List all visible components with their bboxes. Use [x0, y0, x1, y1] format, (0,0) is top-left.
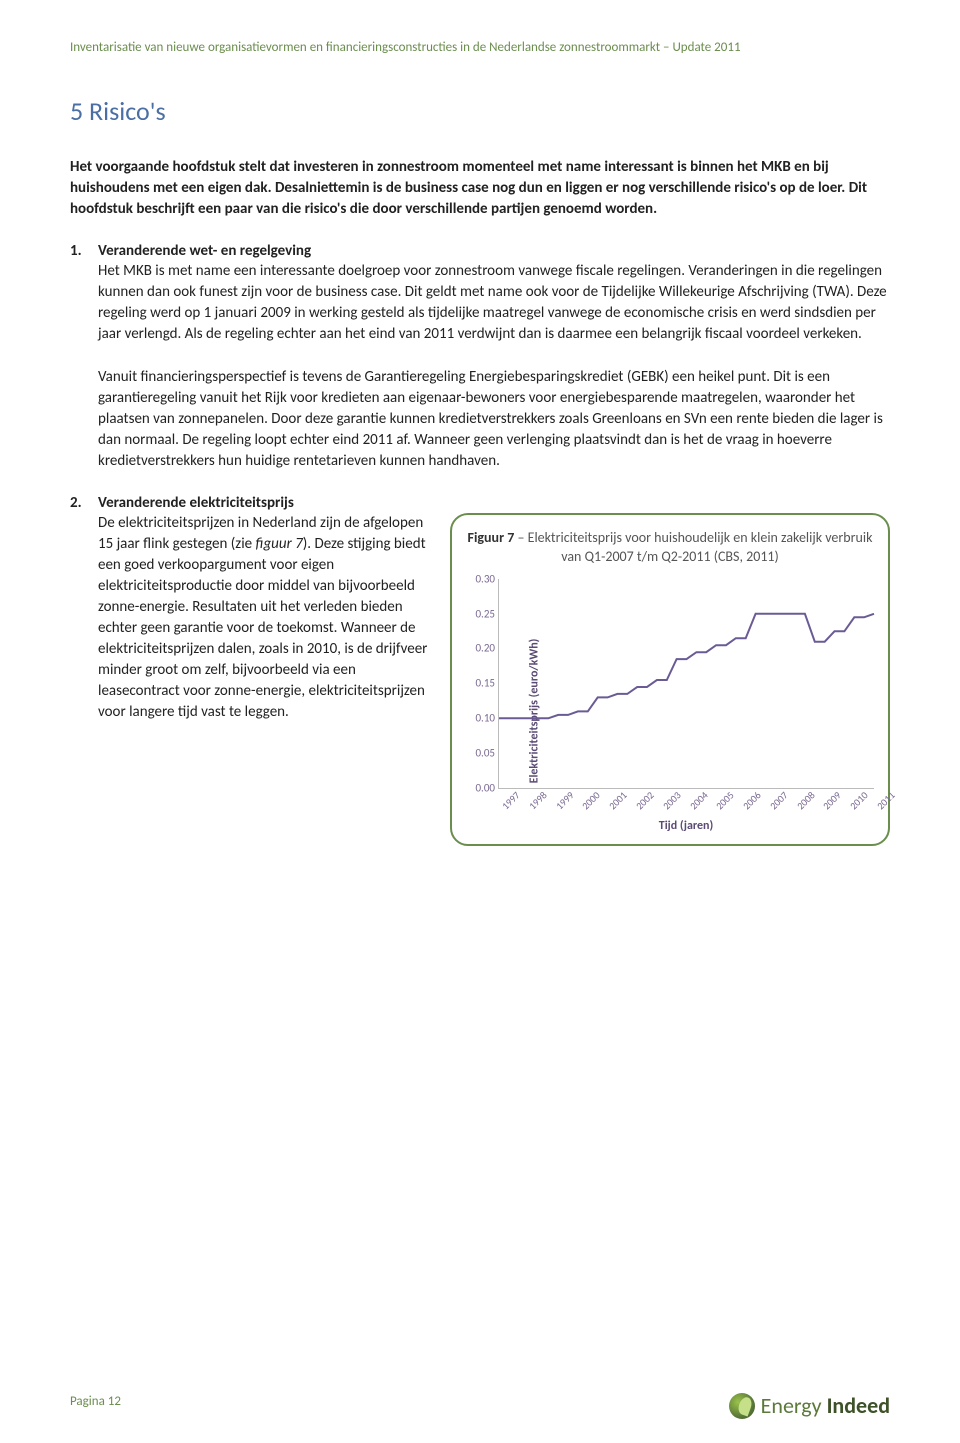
- running-header: Inventarisatie van nieuwe organisatievor…: [70, 40, 890, 55]
- xtick-label: 1999: [553, 788, 577, 812]
- xtick-label: 2005: [713, 788, 737, 812]
- figure-7-caption: Figuur 7 – Elektriciteitsprijs voor huis…: [466, 529, 874, 567]
- ytick-label: 0.15: [465, 677, 495, 690]
- item-1-para-1: Het MKB is met name een interessante doe…: [98, 261, 890, 345]
- page-number: Pagina 12: [70, 1394, 121, 1409]
- xtick-label: 2001: [606, 788, 630, 812]
- ytick-label: 0.05: [465, 746, 495, 759]
- item-1-number: 1.: [70, 242, 98, 345]
- xtick-label: 2007: [767, 788, 791, 812]
- item-1-para-2: Vanuit financieringsperspectief is teven…: [98, 367, 890, 472]
- item-2-para-1: De elektriciteitsprijzen in Nederland zi…: [98, 513, 430, 723]
- leaf-ball-icon: [729, 1393, 755, 1419]
- ytick-label: 0.10: [465, 712, 495, 725]
- figure-7-box: Figuur 7 – Elektriciteitsprijs voor huis…: [450, 513, 890, 846]
- section-title: 5 Risico's: [70, 95, 890, 127]
- xtick-label: 2000: [579, 788, 603, 812]
- item-1-heading: Veranderende wet- en regelgeving: [98, 242, 890, 260]
- ytick-label: 0.20: [465, 642, 495, 655]
- xtick-label: 2004: [687, 788, 711, 812]
- ytick-label: 0.30: [465, 572, 495, 585]
- numbered-item-2: 2. Veranderende elektriciteitsprijs De e…: [70, 494, 890, 846]
- xtick-label: 2008: [794, 788, 818, 812]
- xtick-label: 2011: [874, 788, 898, 812]
- xtick-label: 1997: [499, 788, 523, 812]
- xtick-label: 2010: [847, 788, 871, 812]
- intro-paragraph: Het voorgaande hoofdstuk stelt dat inves…: [70, 157, 890, 220]
- xtick-label: 2009: [820, 788, 844, 812]
- item-2-heading: Veranderende elektriciteitsprijs: [98, 494, 890, 512]
- ytick-label: 0.00: [465, 781, 495, 794]
- ytick-label: 0.25: [465, 607, 495, 620]
- item-2-number: 2.: [70, 494, 98, 846]
- xtick-label: 2002: [633, 788, 657, 812]
- xtick-label: 2003: [660, 788, 684, 812]
- figure-7-chart: Elektriciteitsprijs (euro/kWh) 0.000.050…: [466, 579, 874, 834]
- chart-x-label: Tijd (jaren): [498, 819, 874, 833]
- numbered-item-1: 1. Veranderende wet- en regelgeving Het …: [70, 242, 890, 345]
- chart-plot-area: 0.000.050.100.150.200.250.30199719981999…: [498, 579, 874, 789]
- footer-logo: Energy Indeed: [729, 1392, 890, 1419]
- xtick-label: 2006: [740, 788, 764, 812]
- xtick-label: 1998: [526, 788, 550, 812]
